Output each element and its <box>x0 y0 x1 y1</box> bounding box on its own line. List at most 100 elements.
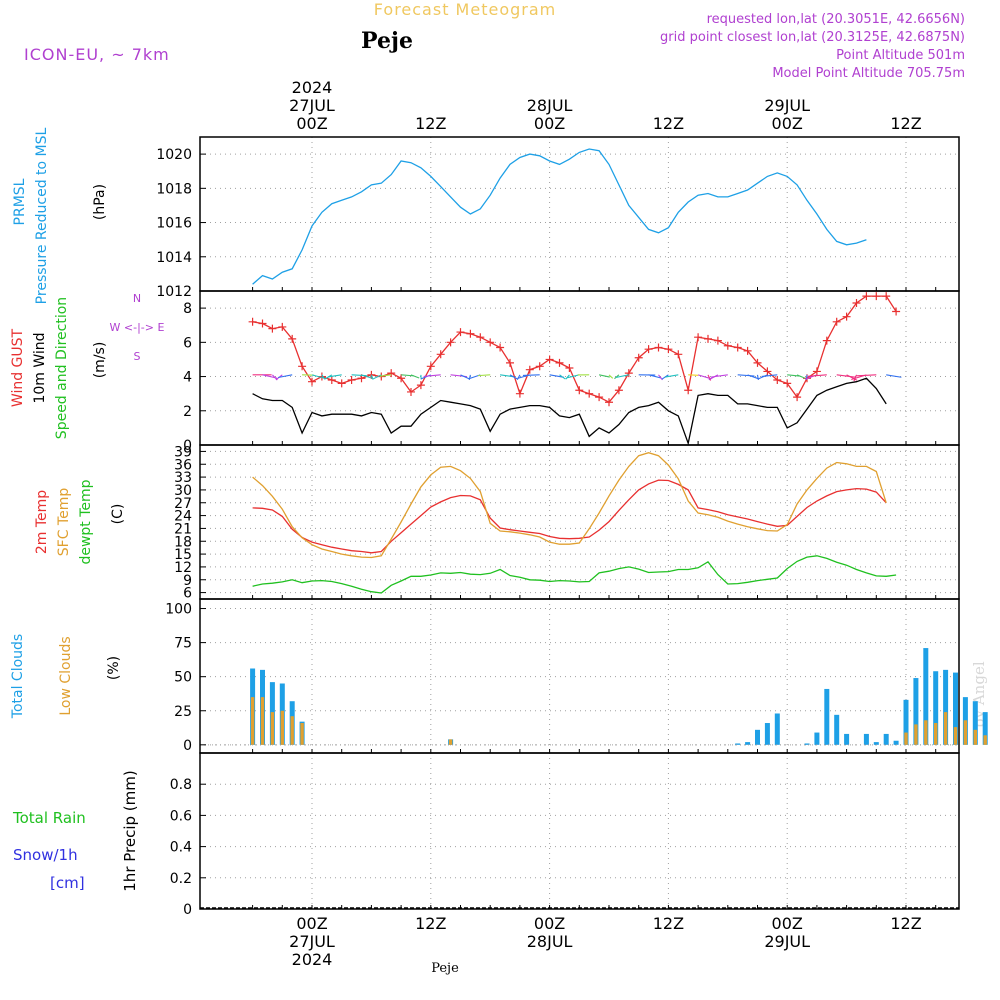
gust-point <box>793 393 802 402</box>
gust-point <box>882 292 891 301</box>
gust-point <box>812 367 821 376</box>
gust-point <box>496 343 505 352</box>
gust-point <box>832 317 841 326</box>
precip-label-snow: Snow/1h <box>13 846 78 864</box>
y-tick-label: 0 <box>183 438 192 454</box>
gust-point <box>605 398 613 407</box>
panel-frame <box>199 598 960 754</box>
y-tick-label: 27 <box>174 496 192 512</box>
panel-label: Low Clouds <box>58 636 74 715</box>
bottom-time-label: 27JUL <box>289 932 335 951</box>
wind-direction-arrow <box>370 374 374 380</box>
total-cloud-bar <box>913 678 919 745</box>
total-cloud-bar <box>923 648 929 745</box>
panel-frame <box>199 290 960 446</box>
gust-point <box>337 379 346 388</box>
y-tick-label: 1020 <box>156 147 192 163</box>
top-time-label: 00Z <box>296 114 327 133</box>
bottom-time-label: 00Z <box>534 914 565 933</box>
y-tick-label: 21 <box>174 521 192 537</box>
total-cloud-bar <box>982 712 988 745</box>
gust-point <box>614 386 623 395</box>
compass-north: N <box>133 292 141 305</box>
low-cloud-bar <box>290 716 294 745</box>
top-time-label: 27JUL <box>289 96 335 115</box>
wind-direction-arrow <box>807 374 827 377</box>
gust-point <box>515 389 524 398</box>
wind-direction-arrow <box>648 374 662 379</box>
y-tick-label: 24 <box>174 509 192 525</box>
gust-point <box>426 362 435 371</box>
panel-unit: (hPa) <box>92 184 108 220</box>
panel-label: 2m Temp <box>34 490 50 554</box>
bottom-time-label: 2024 <box>292 950 333 969</box>
wind-direction-arrow <box>500 374 515 378</box>
wind-direction-arrow <box>478 374 491 377</box>
gust-point <box>387 369 396 378</box>
y-tick-label: 50 <box>174 670 192 686</box>
top-time-label: 29JUL <box>764 96 810 115</box>
total-cloud-bar <box>824 688 830 745</box>
wind-direction-arrow <box>361 374 372 379</box>
gust-point <box>624 369 633 378</box>
gust-point <box>436 350 445 359</box>
top-time-label: 00Z <box>534 114 565 133</box>
series-line-10m-wind <box>252 377 887 446</box>
footer-location: Peje <box>431 961 459 976</box>
gust-point <box>545 355 554 364</box>
wind-direction-arrow <box>327 374 342 378</box>
wind-direction-arrow <box>787 374 800 377</box>
gust-point <box>644 345 653 354</box>
y-tick-label: 4 <box>183 370 192 386</box>
gust-point <box>634 353 643 362</box>
panel-label-prmsl: PRMSL <box>12 178 28 225</box>
y-tick-label: 0.6 <box>170 808 192 824</box>
top-time-label: 12Z <box>415 114 446 133</box>
wind-direction-arrow <box>761 374 778 378</box>
series-line-dewpt-temp <box>252 555 897 594</box>
wind-direction-arrow <box>278 374 293 379</box>
gust-point <box>268 324 277 333</box>
gust-point <box>456 328 465 337</box>
total-cloud-bar <box>735 743 741 745</box>
total-cloud-bar <box>933 671 939 745</box>
wind-direction-arrow <box>321 374 326 380</box>
panel-label: dewpt Temp <box>78 479 94 564</box>
total-cloud-bar <box>972 701 978 745</box>
gust-point <box>446 338 455 347</box>
gust-point <box>248 317 257 326</box>
gust-point <box>555 358 564 367</box>
gust-point <box>298 362 307 371</box>
gust-point <box>862 292 871 301</box>
panel-frame <box>199 444 960 600</box>
gust-point <box>852 298 861 307</box>
y-tick-label: 1016 <box>156 216 192 232</box>
wind-direction-arrow <box>559 374 566 380</box>
gust-point <box>783 379 792 388</box>
y-tick-label: 39 <box>174 444 192 460</box>
gust-point <box>288 334 297 343</box>
total-cloud-bar <box>903 699 909 745</box>
total-cloud-bar <box>863 733 869 745</box>
low-cloud-bar <box>250 697 255 745</box>
precip-label-rain: Total Rain <box>12 809 86 827</box>
low-cloud-bar <box>914 724 918 745</box>
total-cloud-bar <box>755 729 760 745</box>
gust-point <box>694 333 703 342</box>
low-cloud-bar <box>300 723 304 745</box>
bottom-time-label: 29JUL <box>764 932 810 951</box>
bottom-time-label: 12Z <box>415 914 446 933</box>
bottom-time-label: 12Z <box>890 914 921 933</box>
precip-label-cm: [cm] <box>50 874 85 892</box>
info-requested: requested lon,lat (20.3051E, 42.6656N) <box>707 12 965 27</box>
info-altitude: Point Altitude 501m <box>836 48 965 63</box>
series-line-wind-gust <box>252 295 897 404</box>
wind-direction-arrow <box>665 374 679 378</box>
panel-frame <box>199 136 960 292</box>
total-cloud-bar <box>804 743 810 745</box>
low-cloud-bar <box>963 720 968 745</box>
gust-point <box>258 319 267 328</box>
panel-label: 10m Wind <box>32 332 48 403</box>
gust-point <box>892 307 901 316</box>
y-tick-label: 6 <box>183 586 192 602</box>
